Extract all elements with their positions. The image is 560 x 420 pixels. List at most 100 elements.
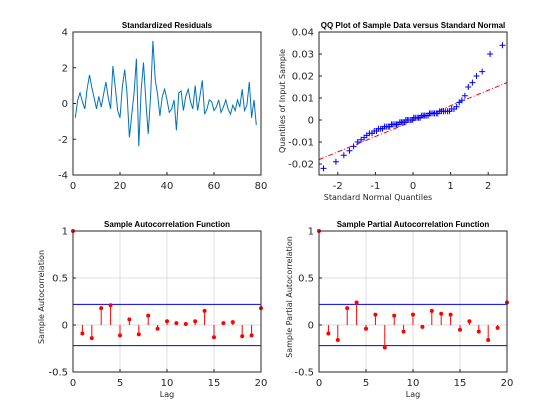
acf-stem-marker bbox=[155, 326, 160, 331]
acf-stem-marker bbox=[193, 319, 198, 324]
acf-xtick-label: 10 bbox=[161, 378, 174, 389]
acf-stem-marker bbox=[174, 321, 179, 326]
qqplot-panel: QQ Plot of Sample Data versus Standard N… bbox=[278, 21, 508, 202]
qqplot-xlabel: Standard Normal Quantiles bbox=[324, 193, 432, 202]
qqplot-point bbox=[458, 97, 465, 104]
pacf-xtick-label: 20 bbox=[501, 378, 514, 389]
acf-ytick-label: 0 bbox=[62, 321, 68, 332]
pacf-stem-marker bbox=[392, 313, 397, 318]
acf-stem-marker bbox=[118, 333, 122, 338]
qqplot-title: QQ Plot of Sample Data versus Standard N… bbox=[321, 21, 506, 30]
qqplot-point bbox=[473, 73, 480, 79]
acf-stem-marker bbox=[89, 336, 94, 341]
acf-ytick-label: 1 bbox=[62, 227, 68, 238]
acf-stem-marker bbox=[230, 320, 235, 325]
pacf-stem-marker bbox=[476, 329, 481, 334]
residuals-series-line bbox=[74, 40, 257, 147]
qqplot-reference-line bbox=[318, 82, 508, 161]
pacf-stem-marker bbox=[326, 331, 331, 336]
pacf-xtick-label: 5 bbox=[363, 378, 369, 389]
qqplot-xtick-label: 2 bbox=[485, 181, 491, 192]
pacf-ytick-label: 0 bbox=[308, 321, 314, 332]
qqplot-point bbox=[487, 51, 494, 57]
pacf-stem-marker bbox=[439, 311, 444, 316]
acf-ytick-label: 0.5 bbox=[52, 274, 68, 285]
pacf-stem-marker bbox=[345, 306, 350, 311]
residuals-ytick-label: -2 bbox=[58, 135, 68, 146]
residuals-ytick-label: -4 bbox=[58, 171, 68, 182]
pacf-stem-marker bbox=[448, 312, 453, 317]
qqplot-point bbox=[469, 79, 476, 86]
qqplot-ytick-label: 0.01 bbox=[292, 94, 314, 105]
acf-stem-marker bbox=[108, 303, 113, 308]
acf-stem-marker bbox=[212, 335, 216, 340]
qqplot-xtick-label: 0 bbox=[410, 181, 416, 192]
residuals-xtick-label: 20 bbox=[114, 181, 127, 192]
qqplot-axes-box bbox=[318, 31, 508, 176]
residuals-title: Standardized Residuals bbox=[122, 21, 213, 30]
qqplot-point bbox=[461, 92, 468, 99]
residuals-axes-box bbox=[72, 31, 262, 176]
residuals-ytick-label: 0 bbox=[62, 99, 68, 110]
acf-plot: 0 5 10 15 20-0.500.51 bbox=[48, 227, 267, 390]
pacf-stem-marker bbox=[364, 326, 368, 331]
qqplot-point bbox=[354, 139, 361, 145]
pacf-xtick-label: 10 bbox=[407, 378, 420, 389]
acf-panel: Sample Autocorrelation Function Lag Samp… bbox=[37, 220, 267, 399]
qqplot-point bbox=[465, 84, 472, 90]
acf-stem-marker bbox=[127, 317, 132, 322]
qqplot-xtick-label: 1 bbox=[447, 181, 453, 192]
qqplot-xtick-label: -2 bbox=[333, 181, 343, 192]
qqplot-ytick-label: 0.02 bbox=[292, 72, 314, 83]
qqplot-point bbox=[340, 152, 347, 159]
qqplot-point bbox=[346, 147, 353, 154]
acf-stem-marker bbox=[165, 319, 169, 324]
pacf-panel: Sample Partial Autocorrelation Function … bbox=[285, 220, 513, 399]
pacf-stem-marker bbox=[429, 308, 434, 313]
qqplot-ytick-label: -0.01 bbox=[288, 138, 314, 149]
acf-stem-marker bbox=[146, 313, 151, 318]
residuals-ytick-label: 2 bbox=[62, 63, 68, 74]
acf-stem-marker bbox=[202, 308, 207, 313]
acf-title: Sample Autocorrelation Function bbox=[104, 220, 230, 229]
acf-xtick-label: 20 bbox=[255, 378, 268, 389]
pacf-stem-marker bbox=[486, 338, 491, 343]
pacf-stem-marker bbox=[458, 327, 462, 332]
pacf-stem-marker bbox=[382, 345, 387, 350]
qqplot-ylabel: Quantiles of Input Sample bbox=[278, 49, 287, 153]
pacf-xtick-label: 0 bbox=[316, 378, 322, 389]
qqplot-plot: -2 -1 0 1 2 -0.02 -0.01 0 0.01 0.02 0.03 0.04 bbox=[288, 28, 508, 192]
acf-stem-marker bbox=[136, 332, 141, 337]
pacf-ylabel: Sample Partial Autocorrelation bbox=[285, 236, 294, 358]
acf-stem-marker bbox=[183, 322, 188, 327]
qqplot-point bbox=[479, 68, 486, 75]
qqplot-ytick-label: 0 bbox=[308, 116, 314, 127]
pacf-title: Sample Partial Autocorrelation Function bbox=[337, 220, 490, 229]
qqplot-xtick-label: -1 bbox=[370, 181, 380, 192]
acf-ytick-label: -0.5 bbox=[48, 368, 68, 379]
qqplot-ytick-label: -0.02 bbox=[288, 160, 314, 171]
acf-xtick-label: 15 bbox=[208, 378, 221, 389]
qqplot-point bbox=[332, 158, 339, 165]
pacf-stem-marker bbox=[495, 325, 500, 330]
qqplot-point bbox=[453, 103, 460, 110]
residuals-ytick-label: 4 bbox=[62, 28, 68, 39]
residuals-xtick-label: 60 bbox=[208, 181, 221, 192]
residuals-panel: Standardized Residuals 0 20 40 60 80 -4 -2 0 2 4 bbox=[58, 21, 267, 192]
acf-stem-marker bbox=[80, 331, 85, 336]
acf-stem-marker bbox=[99, 306, 104, 311]
pacf-stem-marker bbox=[335, 338, 340, 343]
acf-xtick-label: 5 bbox=[117, 378, 123, 389]
acf-stem-marker bbox=[240, 334, 245, 339]
qqplot-ytick-label: 0.04 bbox=[292, 28, 314, 39]
acf-xtick-label: 0 bbox=[70, 378, 76, 389]
acf-stem-marker bbox=[221, 321, 226, 326]
residuals-plot: 0 20 40 60 80 -4 -2 0 2 4 bbox=[58, 28, 267, 193]
acf-xlabel: Lag bbox=[160, 390, 174, 399]
pacf-stem-marker bbox=[411, 312, 415, 317]
qqplot-point bbox=[350, 143, 357, 150]
pacf-xlabel: Lag bbox=[406, 390, 420, 399]
acf-ylabel: Sample Autocorrelation bbox=[37, 250, 46, 344]
qqplot-ytick-label: 0.03 bbox=[292, 50, 314, 61]
pacf-ytick-label: 1 bbox=[308, 227, 314, 238]
